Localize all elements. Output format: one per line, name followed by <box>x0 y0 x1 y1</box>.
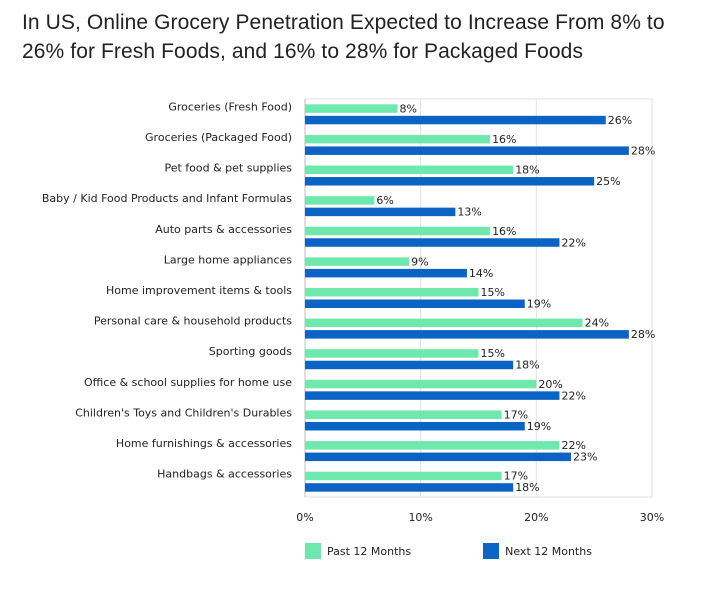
data-label-past: 16% <box>492 225 516 238</box>
bar-past <box>305 226 491 236</box>
bar-next <box>305 238 560 247</box>
bar-next <box>305 483 514 492</box>
data-label-past: 17% <box>504 408 528 421</box>
bar-next <box>305 268 467 278</box>
data-label-past: 20% <box>538 378 562 391</box>
bar-next <box>305 452 572 462</box>
legend-label-past: Past 12 Months <box>327 544 412 558</box>
bar-past <box>305 441 560 450</box>
data-label-past: 15% <box>481 347 505 360</box>
data-label-next: 14% <box>469 267 493 280</box>
data-label-next: 18% <box>515 481 539 494</box>
bar-next <box>305 207 456 217</box>
data-label-past: 24% <box>585 317 609 330</box>
bar-next <box>305 360 514 370</box>
category-label: Personal care & household products <box>94 315 292 328</box>
category-label: Large home appliances <box>164 253 292 266</box>
data-label-past: 17% <box>504 470 528 483</box>
data-label-past: 18% <box>515 164 539 177</box>
data-label-next: 19% <box>527 298 551 311</box>
bar-past <box>305 196 375 205</box>
legend-swatch-next <box>483 543 500 559</box>
bar-next <box>305 391 560 400</box>
bar-past <box>305 104 398 113</box>
data-label-next: 23% <box>573 451 597 464</box>
data-label-next: 28% <box>631 144 655 157</box>
bar-next <box>305 177 595 186</box>
bar-past <box>305 134 491 144</box>
data-label-next: 13% <box>457 206 481 219</box>
data-label-past: 16% <box>492 133 516 146</box>
data-label-next: 22% <box>561 389 585 402</box>
category-label: Groceries (Fresh Food) <box>168 100 292 113</box>
category-label: Home improvement items & tools <box>106 284 292 297</box>
legend: Past 12 Months Next 12 Months <box>305 543 664 559</box>
data-label-next: 22% <box>561 236 585 249</box>
bar-past <box>305 349 479 358</box>
legend-label-next: Next 12 Months <box>505 544 592 558</box>
category-label: Groceries (Packaged Food) <box>145 131 292 144</box>
bar-next <box>305 330 629 339</box>
category-label: Baby / Kid Food Products and Infant Form… <box>42 192 292 205</box>
chart-title: In US, Online Grocery Penetration Expect… <box>22 11 665 63</box>
bar-past <box>305 379 537 389</box>
category-label: Children's Toys and Children's Durables <box>75 406 292 419</box>
bar-past <box>305 257 410 266</box>
category-label: Sporting goods <box>209 345 292 358</box>
data-label-past: 15% <box>481 286 505 299</box>
x-tick-label: 20% <box>524 511 548 524</box>
x-tick-label: 30% <box>640 511 664 524</box>
bar-next <box>305 421 525 431</box>
data-label-past: 9% <box>411 255 428 268</box>
data-label-next: 25% <box>596 175 620 188</box>
data-label-next: 26% <box>608 114 632 127</box>
data-label-past: 22% <box>561 439 585 452</box>
legend-swatch-past <box>305 543 321 559</box>
data-label-past: 6% <box>376 194 393 207</box>
bar-past <box>305 410 502 419</box>
bar-past <box>305 318 583 328</box>
category-label: Pet food & pet supplies <box>164 162 292 175</box>
legend-item-past[interactable]: Past 12 Months <box>305 543 411 559</box>
category-label: Home furnishings & accessories <box>116 437 292 450</box>
x-tick-label: 10% <box>408 511 432 524</box>
x-tick-label: 0% <box>296 511 313 524</box>
bar-past <box>305 471 502 481</box>
category-label: Office & school supplies for home use <box>84 376 292 389</box>
bar-past <box>305 165 514 175</box>
category-label: Handbags & accessories <box>157 468 292 481</box>
bar-next <box>305 146 629 155</box>
bar-past <box>305 288 479 297</box>
bar-next <box>305 115 606 125</box>
data-label-next: 19% <box>527 420 551 433</box>
bar-next <box>305 299 525 308</box>
category-label: Auto parts & accessories <box>155 223 292 236</box>
data-label-past: 8% <box>400 102 417 115</box>
data-label-next: 28% <box>631 328 655 341</box>
data-label-next: 18% <box>515 359 539 372</box>
legend-item-next[interactable]: Next 12 Months <box>483 543 592 559</box>
